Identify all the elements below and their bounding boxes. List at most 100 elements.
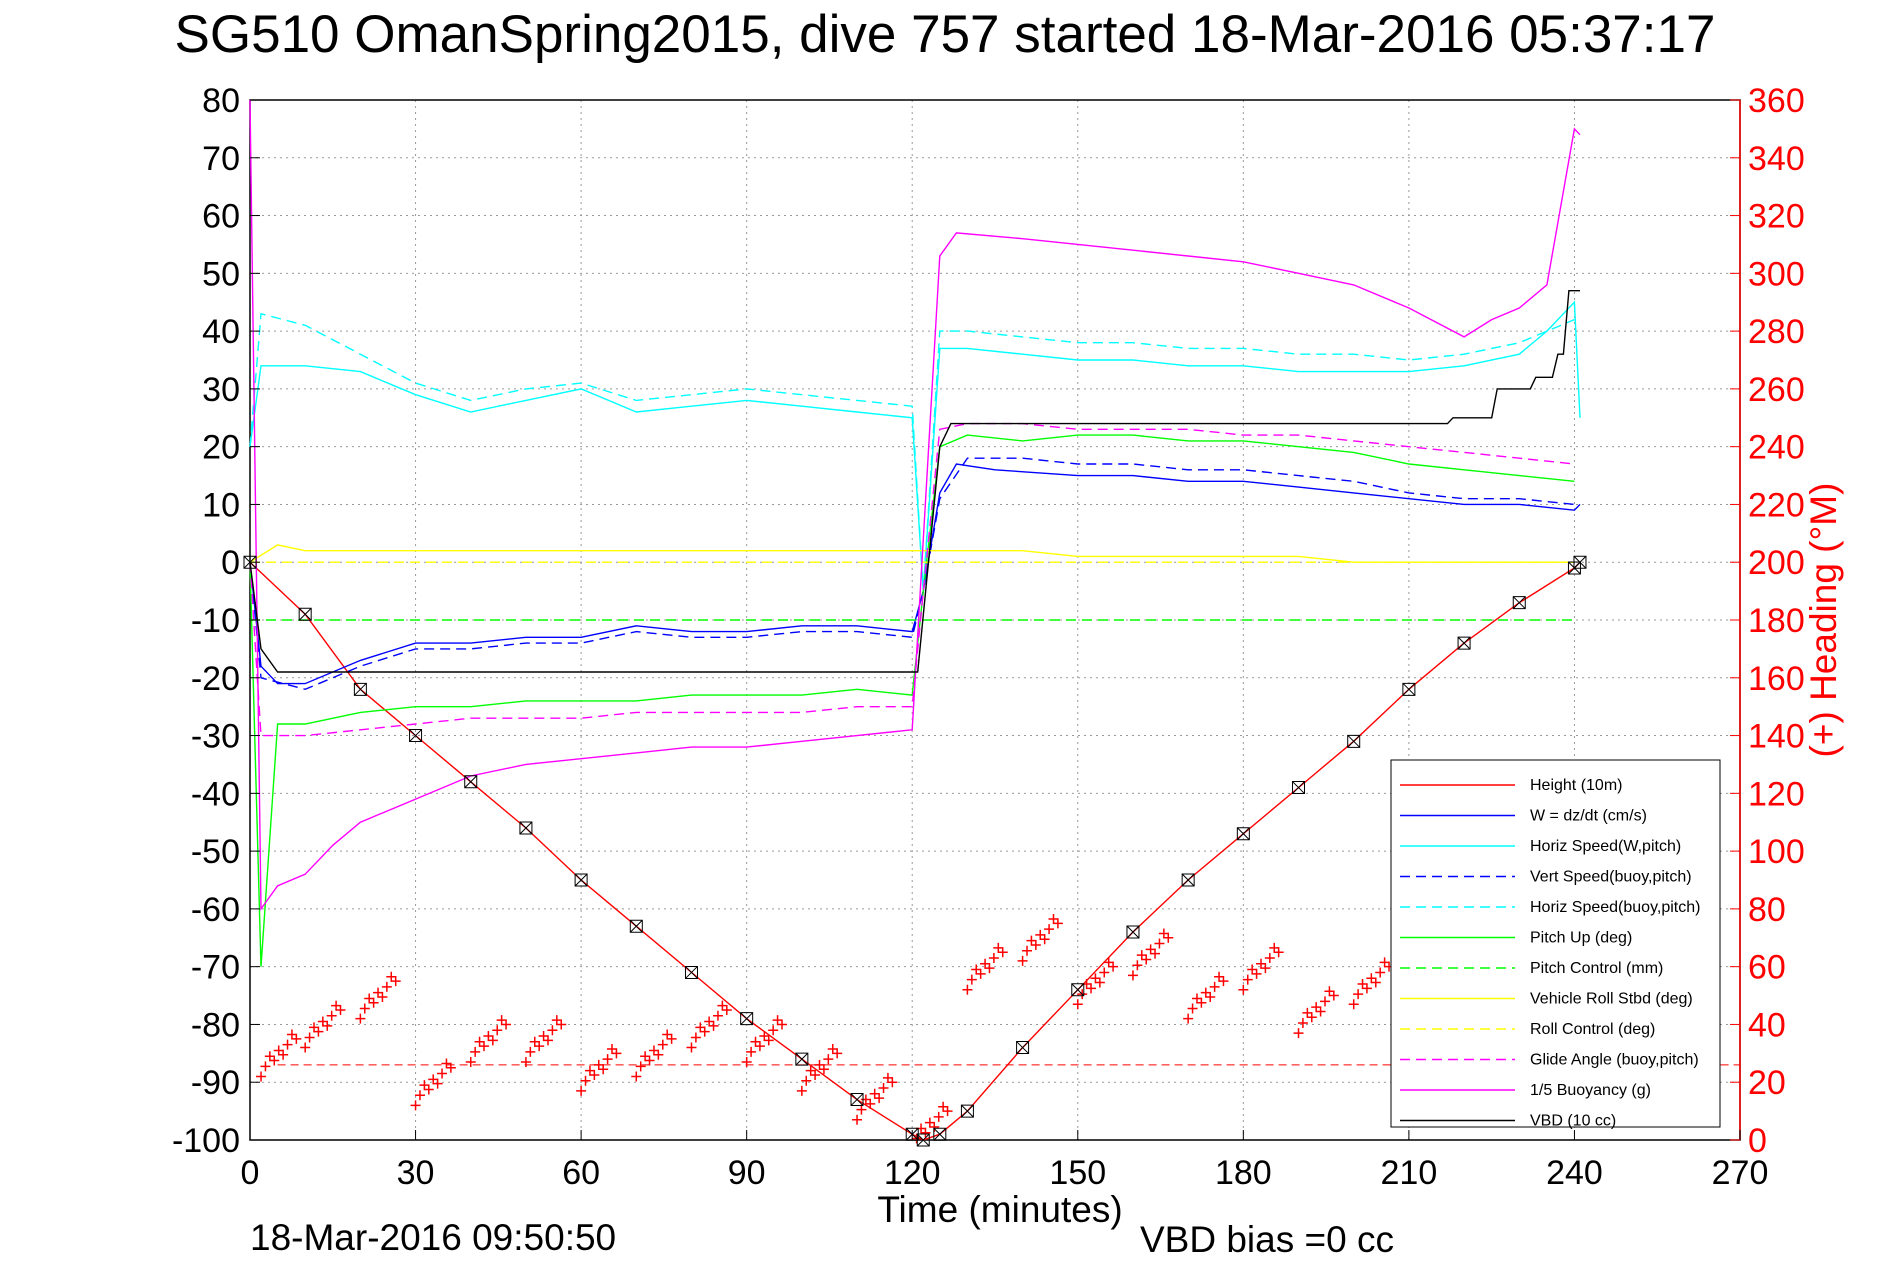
legend-label: Vert Speed(buoy,pitch) (1530, 869, 1692, 886)
right-tick-label: 80 (1748, 891, 1786, 929)
heading-point (1191, 993, 1202, 1004)
heading-point (580, 1075, 591, 1086)
heading-point (547, 1025, 558, 1036)
heading-point (1366, 973, 1377, 984)
heading-point (763, 1035, 774, 1046)
heading-point (971, 964, 982, 975)
heading-point (801, 1075, 812, 1086)
footer-vbd-bias: VBD bias =0 cc (1140, 1219, 1394, 1260)
height-marker (795, 1052, 809, 1066)
heading-point (423, 1084, 434, 1095)
legend-label: Height (10m) (1530, 777, 1622, 794)
y-tick-label: 70 (202, 140, 240, 178)
heading-point (1320, 996, 1331, 1007)
legend-label: Pitch Control (mm) (1530, 960, 1663, 977)
chart-title: SG510 OmanSpring2015, dive 757 started 1… (175, 5, 1716, 64)
heading-point (437, 1068, 448, 1079)
height-marker (1236, 827, 1250, 841)
heading-point (520, 1057, 531, 1067)
heading-point (441, 1058, 452, 1069)
heading-point (887, 1077, 898, 1088)
heading-point (984, 963, 995, 974)
heading-point (359, 1003, 370, 1014)
x-tick-label: 60 (562, 1154, 600, 1192)
right-tick-label: 140 (1748, 718, 1805, 756)
heading-point (1255, 958, 1266, 969)
height-marker (850, 1093, 864, 1107)
y-tick-label: 40 (202, 313, 240, 351)
heading-point (852, 1114, 863, 1125)
heading-point (529, 1036, 540, 1047)
right-tick-label: 60 (1748, 949, 1786, 987)
heading-point (593, 1059, 604, 1070)
heading-point (1017, 955, 1028, 966)
heading-point (823, 1054, 834, 1065)
heading-point (538, 1031, 549, 1041)
y-tick-label: -30 (191, 718, 240, 756)
heading-point (373, 987, 384, 998)
heading-point (1052, 918, 1063, 929)
heading-point (1264, 953, 1275, 963)
x-tick-label: 150 (1049, 1154, 1106, 1192)
heading-point (695, 1022, 706, 1033)
heading-point (708, 1020, 719, 1031)
heading-point (776, 1019, 787, 1030)
heading-point (882, 1072, 893, 1083)
height-marker (684, 965, 698, 979)
heading-point (1158, 928, 1169, 939)
heading-point (686, 1042, 697, 1053)
heading-point (1187, 1003, 1198, 1014)
heading-point (1183, 1013, 1194, 1024)
right-tick-label: 240 (1748, 429, 1805, 467)
heading-point (1163, 932, 1174, 943)
heading-point (543, 1035, 553, 1046)
heading-point (754, 1041, 765, 1052)
heading-point (1315, 1006, 1326, 1017)
x-axis-ticks: 0 30 60 90 120 150 180 210 240 270 (241, 1130, 1768, 1192)
heading-point (1035, 929, 1046, 940)
heading-point (717, 1000, 728, 1011)
heading-point (1306, 1012, 1317, 1023)
heading-point (414, 1090, 425, 1101)
right-axis-ticks: 3603403203002802602402202001801601401201… (1730, 82, 1805, 1160)
heading-point (1348, 999, 1359, 1010)
height-markers (243, 555, 1587, 1147)
heading-point (386, 971, 397, 982)
height-marker (960, 1104, 974, 1118)
heading-point (1353, 989, 1364, 1000)
footer-timestamp: 18-Mar-2016 09:50:50 (250, 1217, 616, 1258)
right-tick-label: 20 (1748, 1064, 1786, 1102)
height-marker (464, 775, 478, 789)
y-tick-label: 30 (202, 371, 240, 409)
heading-point (611, 1048, 622, 1059)
heading-point (260, 1061, 271, 1072)
heading-point (1357, 979, 1368, 989)
series-layer (249, 99, 1740, 1141)
heading-point (796, 1085, 807, 1096)
height-marker (1512, 596, 1526, 610)
right-tick-label: 200 (1748, 544, 1805, 582)
heading-point (980, 958, 991, 969)
heading-point (534, 1041, 545, 1052)
heading-point (496, 1015, 507, 1026)
y-tick-label: 0 (221, 544, 240, 582)
legend-label: Roll Control (deg) (1530, 1021, 1655, 1038)
heading-point (525, 1046, 536, 1057)
heading-point (1273, 947, 1284, 958)
heading-point (474, 1036, 485, 1047)
y-tick-label: -90 (191, 1064, 240, 1102)
height-marker (1292, 781, 1306, 795)
heading-point (657, 1039, 668, 1050)
heading-point (805, 1065, 816, 1076)
heading-point (355, 1013, 366, 1024)
heading-point (644, 1055, 655, 1066)
heading-point (993, 942, 1004, 953)
heading-point (598, 1064, 609, 1075)
x-tick-label: 90 (728, 1154, 766, 1192)
heading-point (256, 1071, 267, 1082)
right-tick-label: 100 (1748, 833, 1805, 871)
heading-point (721, 1005, 732, 1015)
heading-point (309, 1022, 320, 1033)
height-marker (1016, 1041, 1030, 1055)
